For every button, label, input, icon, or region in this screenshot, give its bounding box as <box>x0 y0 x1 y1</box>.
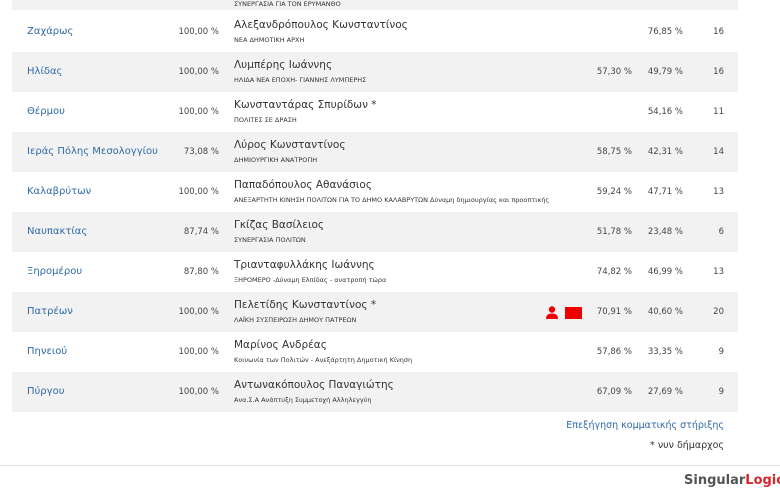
party: ΗΛΙΔΑ ΝΕΑ ΕΠΟΧΗ- ΓΙΑΝΝΗΣ ΛΥΜΠΕΡΗΣ <box>234 76 367 84</box>
counted: 100,00 % <box>178 387 219 397</box>
seats: 6 <box>718 227 724 237</box>
seats: 13 <box>713 267 724 277</box>
counted: 100,00 % <box>178 347 219 357</box>
counted: 87,80 % <box>183 267 219 277</box>
candidate: Μαρίνος Ανδρέας <box>234 339 327 351</box>
municipality[interactable]: Θέρμου <box>27 106 65 117</box>
logo-part: Singular <box>684 473 746 488</box>
seats: 9 <box>718 387 724 397</box>
second-round: 49,79 % <box>647 67 683 77</box>
divider <box>0 465 780 466</box>
party: Κοινωνία των Πολιτών - Ανεξάρτητη Δημοτι… <box>234 356 413 364</box>
candidate: Αλεξανδρόπουλος Κωνσταντίνος <box>234 19 408 31</box>
seats: 13 <box>713 187 724 197</box>
party: ΣΥΝΕΡΓΑΣΙΑ ΓΙΑ ΤΟΝ ΕΡΥΜΑΝΘΟ <box>234 0 341 8</box>
municipality[interactable]: Πύργου <box>27 386 65 397</box>
first-round: 51,78 % <box>596 227 632 237</box>
party: ΝΕΑ ΔΗΜΟΤΙΚΗ ΑΡΧΗ <box>234 36 305 44</box>
party: ΑΝΕΞΑΡΤΗΤΗ ΚΙΝΗΣΗ ΠΟΛΙΤΩΝ ΓΙΑ ΤΟ ΔΗΜΟ ΚΑ… <box>234 196 550 204</box>
seats: 9 <box>718 347 724 357</box>
second-round: 47,71 % <box>647 187 683 197</box>
support-icons <box>545 305 583 319</box>
counted: 100,00 % <box>178 307 219 317</box>
municipality[interactable]: Ζαχάρως <box>27 26 74 37</box>
second-round: 33,35 % <box>647 347 683 357</box>
party: ΔΗΜΙΟΥΡΓΙΚΗ ΑΝΑΤΡΟΠΗ <box>234 156 318 164</box>
party: ΞΗΡΟΜΕΡΟ -Δύναμη Ελπίδας - ανατροπή τώρα <box>234 276 387 284</box>
seats: 16 <box>713 67 724 77</box>
seats: 11 <box>713 107 724 117</box>
municipality[interactable]: Καλαβρύτων <box>27 186 92 197</box>
party: ΣΥΝΕΡΓΑΣΙΑ ΠΟΛΙΤΩΝ <box>234 236 306 244</box>
first-round: 58,75 % <box>596 147 632 157</box>
table-row: Ναυπακτίας 87,74 % Γκίζας Βασίλειος ΣΥΝΕΡΓΑ… <box>12 212 738 252</box>
seats: 14 <box>713 147 724 157</box>
second-round: 46,99 % <box>647 267 683 277</box>
counted: 87,74 % <box>183 227 219 237</box>
candidate: Γκίζας Βασίλειος <box>234 219 325 231</box>
first-round: 74,82 % <box>596 267 632 277</box>
candidate: Τριανταφυλλάκης Ιωάννης <box>234 259 375 271</box>
candidate: Κωνσταντάρας Σπυρίδων * <box>234 99 377 111</box>
table-row: Πύργου 100,00 % Αντωνακόπουλος Παναγιώτης Α… <box>12 372 738 412</box>
first-round: 70,91 % <box>596 307 632 317</box>
logo: SingularLogic <box>684 473 780 488</box>
counted: 100,00 % <box>178 27 219 37</box>
seats: 16 <box>713 27 724 37</box>
support-link[interactable]: Επεξήγηση κομματικής στήριξης <box>566 420 724 431</box>
party: ΛΑΪΚΗ ΣΥΣΠΕΙΡΩΣΗ ΔΗΜΟΥ ΠΑΤΡΕΩΝ <box>234 316 357 324</box>
municipality[interactable]: Πατρέων <box>27 306 73 317</box>
table-row: Ζαχάρως 100,00 % Αλεξανδρόπουλος Κωνσταντί… <box>12 12 738 52</box>
second-round: 76,85 % <box>647 27 683 37</box>
table-row: Ιεράς Πόλης Μεσολογγίου 73,08 % Λύρος Κωνσ… <box>12 132 738 172</box>
second-round: 54,16 % <box>647 107 683 117</box>
table-row: Θέρμου 100,00 % Κωνσταντάρας Σπυρίδων * ΠΟΛ… <box>12 92 738 132</box>
table-row: Καλαβρύτων 100,00 % Παπαδόπουλος Αθανάσιος… <box>12 172 738 212</box>
person-head <box>548 306 556 313</box>
table-row: Ηλίδας 100,00 % Λυμπέρης Ιωάννης ΗΛΙΔΑ ΝΕΑ … <box>12 52 738 92</box>
candidate: Αντωνακόπουλος Παναγιώτης <box>234 379 394 391</box>
counted: 100,00 % <box>178 107 219 117</box>
partial-row: ΣΥΝΕΡΓΑΣΙΑ ΓΙΑ ΤΟΝ ΕΡΥΜΑΝΘΟ <box>12 0 738 10</box>
second-round: 40,60 % <box>647 307 683 317</box>
municipality[interactable]: Ηλίδας <box>27 66 63 77</box>
seats: 20 <box>713 307 724 317</box>
table-row: Ξηρομέρου 87,80 % Τριανταφυλλάκης Ιωάννης Ξ… <box>12 252 738 292</box>
counted: 100,00 % <box>178 187 219 197</box>
second-round: 27,69 % <box>647 387 683 397</box>
first-round: 59,24 % <box>596 187 632 197</box>
flag <box>565 307 582 319</box>
party: Ανα.Σ.Α Ανάπτυξη Συμμετοχή Αλληλεγγύη <box>234 396 372 404</box>
person-body <box>546 313 558 319</box>
candidate: Λύρος Κωνσταντίνος <box>234 139 346 151</box>
party: ΠΟΛΙΤΕΣ ΣΕ ΔΡΑΣΗ <box>234 116 297 124</box>
counted: 73,08 % <box>183 147 219 157</box>
candidate: Παπαδόπουλος Αθανάσιος <box>234 179 372 191</box>
second-round: 42,31 % <box>647 147 683 157</box>
municipality[interactable]: Ξηρομέρου <box>27 266 83 277</box>
municipality[interactable]: Ιεράς Πόλης Μεσολογγίου <box>27 146 158 157</box>
candidate: Πελετίδης Κωνσταντίνος * <box>234 299 377 311</box>
municipality[interactable]: Πηνειού <box>27 346 68 357</box>
first-round: 57,30 % <box>596 67 632 77</box>
first-round: 67,09 % <box>596 387 632 397</box>
logo-part: Logic <box>745 473 780 488</box>
candidate: Λυμπέρης Ιωάννης <box>234 59 333 71</box>
second-round: 23,48 % <box>647 227 683 237</box>
icons <box>546 306 582 319</box>
counted: 100,00 % <box>178 67 219 77</box>
first-round: 57,86 % <box>596 347 632 357</box>
municipality[interactable]: Ναυπακτίας <box>27 226 88 237</box>
footnote: * νυν δήμαρχος <box>650 440 724 451</box>
table-row: Πατρέων 100,00 % Πελετίδης Κωνσταντίνος * Λ… <box>12 292 738 332</box>
table-row: Πηνειού 100,00 % Μαρίνος Ανδρέας Κοινωνία τ… <box>12 332 738 372</box>
